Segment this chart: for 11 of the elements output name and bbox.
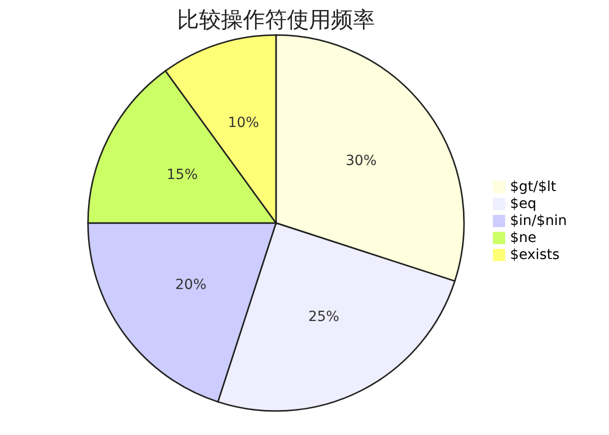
data-label: 15% bbox=[166, 167, 198, 184]
legend-label: $in/$nin bbox=[510, 213, 567, 229]
data-label: 20% bbox=[175, 276, 206, 293]
data-label: 30% bbox=[346, 153, 377, 170]
legend-label: $exists bbox=[510, 247, 560, 263]
data-label: 10% bbox=[228, 114, 260, 131]
data-label: 25% bbox=[308, 308, 340, 325]
legend-label: $eq bbox=[510, 196, 536, 212]
legend-label: $gt/$lt bbox=[510, 179, 557, 195]
chart-title: 比较操作符使用频率 bbox=[177, 8, 375, 33]
legend-label: $ne bbox=[510, 230, 536, 246]
